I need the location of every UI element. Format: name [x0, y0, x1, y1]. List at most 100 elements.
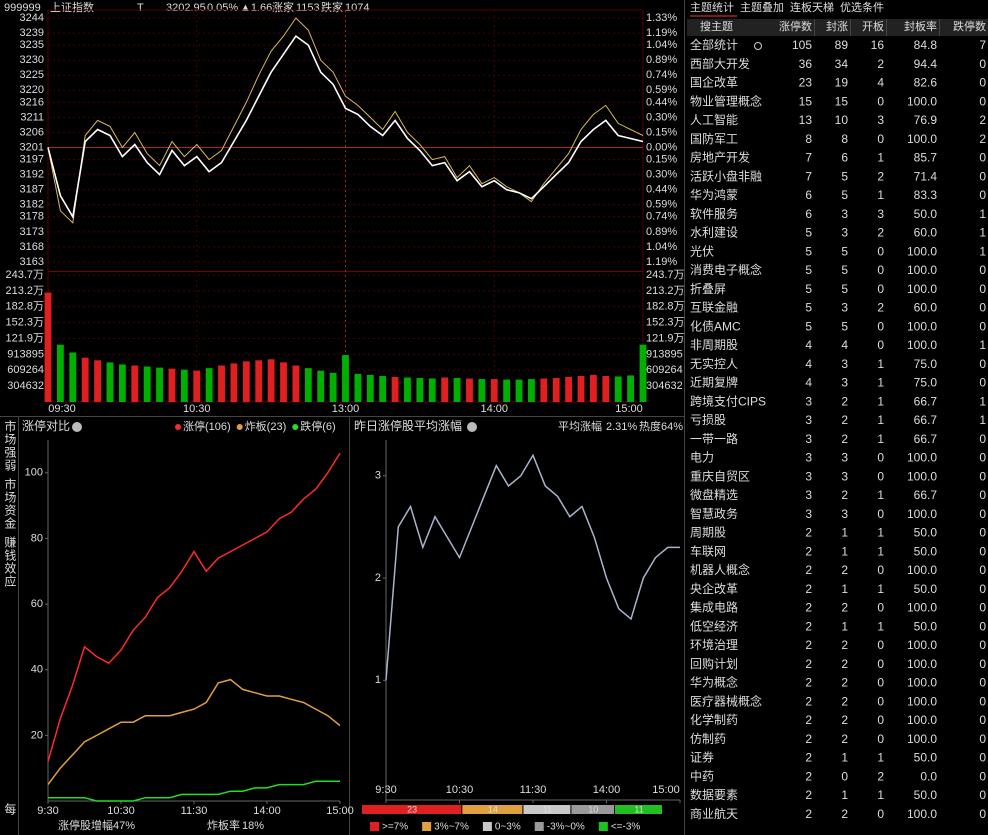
- theme-name[interactable]: 重庆自贸区: [690, 469, 750, 483]
- y2-tick-label: 0.15%: [646, 153, 677, 165]
- volume-bar: [218, 365, 225, 402]
- theme-name[interactable]: 商业航天: [690, 806, 738, 821]
- cell: 2: [805, 769, 812, 783]
- cell: 36: [799, 57, 813, 71]
- side-tab[interactable]: 市场资金: [3, 477, 17, 530]
- volume-bar: [292, 365, 300, 402]
- theme-name[interactable]: 周期股: [690, 526, 726, 540]
- theme-name[interactable]: 无实控人: [690, 356, 738, 371]
- theme-name[interactable]: 非周期股: [690, 338, 738, 352]
- theme-name[interactable]: 活跃小盘非融: [690, 168, 762, 183]
- y-tick-label: 3230: [20, 54, 44, 66]
- theme-name[interactable]: 智慧政务: [690, 506, 738, 521]
- theme-name[interactable]: 医疗器械概念: [690, 693, 762, 708]
- theme-name[interactable]: 低空经济: [690, 618, 738, 633]
- cell: 0: [979, 76, 986, 90]
- theme-name[interactable]: 回购计划: [690, 656, 738, 671]
- volume-bar: [490, 379, 498, 402]
- cell: 0: [877, 319, 884, 333]
- tab[interactable]: 优选条件: [840, 0, 884, 14]
- theme-name[interactable]: 光伏: [690, 244, 714, 258]
- volume-bar: [267, 359, 275, 402]
- breadth-bar: [615, 805, 662, 814]
- theme-name[interactable]: 物业管理概念: [690, 93, 762, 108]
- cell: 1: [979, 226, 986, 240]
- theme-name[interactable]: 水利建设: [690, 226, 738, 240]
- theme-name[interactable]: 集成电路: [690, 600, 738, 615]
- x-tick-label: 15:00: [326, 805, 354, 817]
- footer-value: 47%: [113, 820, 135, 832]
- volume-bar: [44, 292, 52, 402]
- column-header[interactable]: 封涨: [826, 19, 848, 33]
- theme-name[interactable]: 车联网: [690, 543, 726, 558]
- theme-name[interactable]: 全部统计: [690, 37, 738, 52]
- y-tick-label: 3: [375, 470, 381, 482]
- lead-line: [47, 17, 644, 224]
- theme-name[interactable]: 互联金融: [690, 300, 738, 315]
- column-header[interactable]: 涨停数: [779, 19, 812, 33]
- theme-name[interactable]: 环境治理: [690, 637, 738, 652]
- volume-bar: [428, 378, 436, 402]
- column-header[interactable]: 跌停数: [953, 19, 986, 33]
- tab[interactable]: 连板天梯: [790, 0, 834, 14]
- theme-name[interactable]: 近期复牌: [690, 376, 738, 390]
- theme-name[interactable]: 跨境支付CIPS: [690, 393, 766, 408]
- theme-name[interactable]: 人工智能: [690, 112, 738, 127]
- theme-name[interactable]: 中药: [690, 768, 714, 783]
- cell: 2: [805, 694, 812, 708]
- x-tick-label: 14:00: [253, 805, 281, 817]
- y-tick-label: 3206: [20, 126, 44, 138]
- theme-name[interactable]: 国防军工: [690, 131, 738, 146]
- tab[interactable]: 主题统计: [690, 1, 734, 14]
- theme-name[interactable]: 房地产开发: [690, 150, 750, 165]
- theme-name[interactable]: 化学制药: [690, 712, 738, 727]
- tab[interactable]: 主题叠加: [740, 1, 784, 14]
- theme-name[interactable]: 化债AMC: [690, 319, 741, 333]
- theme-name[interactable]: 数据要素: [690, 787, 738, 802]
- footer-value: 18%: [242, 820, 264, 832]
- column-header[interactable]: 开板: [862, 19, 884, 33]
- cell: 0: [877, 338, 884, 352]
- y-tick-label: 3178: [20, 211, 44, 223]
- cell: 7: [805, 151, 812, 165]
- theme-name[interactable]: 西部大开发: [690, 56, 750, 71]
- column-header[interactable]: 封板率: [904, 19, 937, 33]
- theme-name[interactable]: 央企改革: [690, 581, 738, 596]
- limit-line: [47, 452, 341, 762]
- side-tab[interactable]: 赚钱效应: [3, 535, 17, 588]
- cell: 7: [979, 38, 986, 52]
- breadth-bar: [523, 805, 571, 814]
- breadth-bar: [571, 805, 615, 814]
- theme-name[interactable]: 证券: [690, 750, 714, 765]
- theme-name[interactable]: 折叠屏: [690, 281, 726, 296]
- theme-name[interactable]: 机器人概念: [690, 562, 750, 577]
- column-header[interactable]: 搜主题: [700, 19, 733, 33]
- volume-bar: [342, 355, 349, 402]
- y-tick-label: 3173: [20, 226, 44, 238]
- cell: 2: [841, 432, 848, 446]
- cell: 4: [805, 357, 812, 371]
- cell: 1: [979, 413, 986, 427]
- theme-name[interactable]: 软件服务: [690, 206, 738, 221]
- cell: 100.0: [907, 507, 937, 521]
- cell: 2: [841, 601, 848, 615]
- theme-name[interactable]: 电力: [690, 451, 714, 465]
- theme-name[interactable]: 华为鸿蒙: [690, 188, 738, 202]
- y-tick-label: 3163: [20, 256, 44, 268]
- theme-name[interactable]: 亏损股: [690, 413, 726, 427]
- header-up-label: 涨家: [272, 0, 294, 14]
- theme-name[interactable]: 消费电子概念: [690, 262, 762, 277]
- side-tab[interactable]: 每: [3, 802, 17, 816]
- theme-name[interactable]: 一带一路: [690, 431, 738, 446]
- theme-name[interactable]: 仿制药: [690, 732, 726, 746]
- theme-name[interactable]: 微盘精选: [690, 487, 738, 502]
- side-tab[interactable]: 市场强弱: [3, 419, 17, 472]
- cell: 0: [979, 676, 986, 690]
- y2-tick-label: 0.74%: [646, 211, 677, 223]
- volume-bar: [180, 369, 188, 402]
- cell: 100.0: [907, 282, 937, 296]
- cell: 0: [979, 263, 986, 277]
- theme-name[interactable]: 华为概念: [690, 675, 738, 690]
- theme-name[interactable]: 国企改革: [690, 75, 738, 90]
